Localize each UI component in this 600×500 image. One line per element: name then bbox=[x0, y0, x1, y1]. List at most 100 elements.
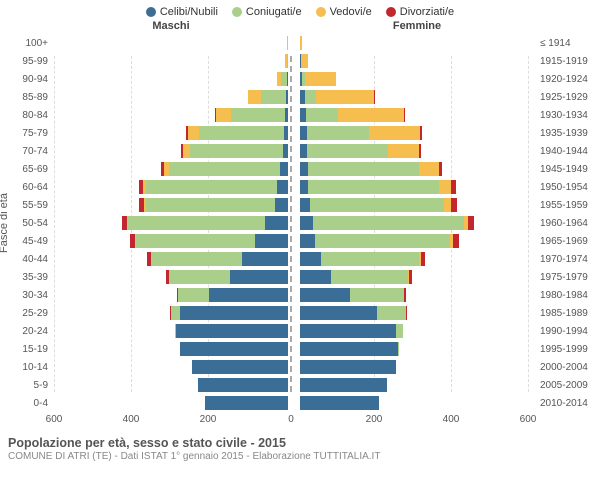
birth-year-label: 2005-2009 bbox=[534, 380, 600, 391]
age-label: 100+ bbox=[0, 38, 54, 49]
bar-segment bbox=[305, 72, 336, 86]
bar-segment bbox=[183, 144, 191, 158]
center-gap bbox=[288, 394, 300, 412]
birth-year-label: 1920-1924 bbox=[534, 74, 600, 85]
bar-segment bbox=[406, 306, 407, 320]
bar-segment bbox=[305, 90, 317, 104]
male-bar bbox=[54, 322, 288, 340]
birth-year-label: 1975-1979 bbox=[534, 272, 600, 283]
age-row: 80-841930-1934 bbox=[0, 106, 600, 124]
female-bar bbox=[300, 286, 534, 304]
bar-segment bbox=[301, 54, 309, 68]
bar-segment bbox=[300, 324, 396, 338]
x-tick: 400 bbox=[123, 414, 140, 425]
bar-segment bbox=[439, 162, 443, 176]
birth-year-label: 1995-1999 bbox=[534, 344, 600, 355]
age-row: 75-791935-1939 bbox=[0, 124, 600, 142]
birth-year-label: 1915-1919 bbox=[534, 56, 600, 67]
legend-label: Vedovi/e bbox=[330, 6, 372, 18]
center-gap bbox=[288, 70, 300, 88]
bar-segment bbox=[242, 252, 288, 266]
bar-segment bbox=[388, 144, 419, 158]
male-bar bbox=[54, 268, 288, 286]
female-bar bbox=[300, 376, 534, 394]
bar-segment bbox=[306, 108, 339, 122]
bar-segment bbox=[300, 306, 377, 320]
center-gap bbox=[288, 88, 300, 106]
center-gap bbox=[288, 34, 300, 52]
center-gap bbox=[288, 160, 300, 178]
bar-segment bbox=[199, 126, 284, 140]
bar-segment bbox=[280, 162, 288, 176]
birth-year-label: 1925-1929 bbox=[534, 92, 600, 103]
male-bar bbox=[54, 34, 288, 52]
age-label: 30-34 bbox=[0, 290, 54, 301]
bar-segment bbox=[300, 342, 398, 356]
chart-source: COMUNE DI ATRI (TE) - Dati ISTAT 1° genn… bbox=[8, 451, 592, 462]
age-row: 25-291985-1989 bbox=[0, 304, 600, 322]
bar-segment bbox=[451, 198, 456, 212]
age-row: 40-441970-1974 bbox=[0, 250, 600, 268]
female-bar bbox=[300, 304, 534, 322]
birth-year-label: 1945-1949 bbox=[534, 164, 600, 175]
center-gap bbox=[288, 124, 300, 142]
bar-segment bbox=[190, 144, 282, 158]
age-label: 10-14 bbox=[0, 362, 54, 373]
birth-year-label: ≤ 1914 bbox=[534, 38, 600, 49]
bar-segment bbox=[216, 108, 231, 122]
bar-segment bbox=[404, 108, 405, 122]
age-label: 5-9 bbox=[0, 380, 54, 391]
bar-segment bbox=[409, 270, 412, 284]
age-label: 75-79 bbox=[0, 128, 54, 139]
bar-segment bbox=[300, 216, 313, 230]
bar-segment bbox=[300, 180, 308, 194]
bar-segment bbox=[198, 378, 288, 392]
male-bar bbox=[54, 178, 288, 196]
x-tick: 600 bbox=[520, 414, 537, 425]
bar-segment bbox=[169, 162, 281, 176]
age-label: 45-49 bbox=[0, 236, 54, 247]
bar-segment bbox=[404, 288, 406, 302]
center-gap bbox=[288, 376, 300, 394]
age-label: 15-19 bbox=[0, 344, 54, 355]
age-label: 35-39 bbox=[0, 272, 54, 283]
bar-segment bbox=[255, 234, 288, 248]
male-bar bbox=[54, 196, 288, 214]
bar-segment bbox=[313, 216, 463, 230]
bar-segment bbox=[316, 90, 374, 104]
center-gap bbox=[288, 142, 300, 160]
male-bar bbox=[54, 304, 288, 322]
bar-segment bbox=[300, 144, 307, 158]
x-axis: 6004002000200400600 bbox=[0, 414, 600, 432]
female-bar bbox=[300, 340, 534, 358]
birth-year-label: 2010-2014 bbox=[534, 398, 600, 409]
bar-segment bbox=[419, 144, 421, 158]
birth-year-label: 1940-1944 bbox=[534, 146, 600, 157]
male-bar bbox=[54, 160, 288, 178]
female-bar bbox=[300, 232, 534, 250]
female-bar bbox=[300, 88, 534, 106]
age-row: 55-591955-1959 bbox=[0, 196, 600, 214]
legend-item: Vedovi/e bbox=[316, 6, 372, 18]
bar-segment bbox=[300, 378, 387, 392]
birth-year-label: 1960-1964 bbox=[534, 218, 600, 229]
x-tick: 600 bbox=[46, 414, 63, 425]
bar-segment bbox=[231, 108, 285, 122]
bar-segment bbox=[421, 252, 426, 266]
legend-label: Coniugati/e bbox=[246, 6, 302, 18]
female-bar bbox=[300, 268, 534, 286]
male-bar bbox=[54, 232, 288, 250]
bar-segment bbox=[209, 288, 288, 302]
bar-segment bbox=[444, 198, 451, 212]
legend-item: Celibi/Nubili bbox=[146, 6, 218, 18]
bar-segment bbox=[178, 288, 209, 302]
birth-year-label: 1980-1984 bbox=[534, 290, 600, 301]
legend-label: Celibi/Nubili bbox=[160, 6, 218, 18]
center-gap bbox=[288, 322, 300, 340]
center-gap bbox=[288, 232, 300, 250]
x-tick: 0 bbox=[288, 414, 294, 425]
birth-year-label: 1930-1934 bbox=[534, 110, 600, 121]
bar-segment bbox=[146, 180, 277, 194]
male-bar bbox=[54, 88, 288, 106]
bar-segment bbox=[374, 90, 375, 104]
